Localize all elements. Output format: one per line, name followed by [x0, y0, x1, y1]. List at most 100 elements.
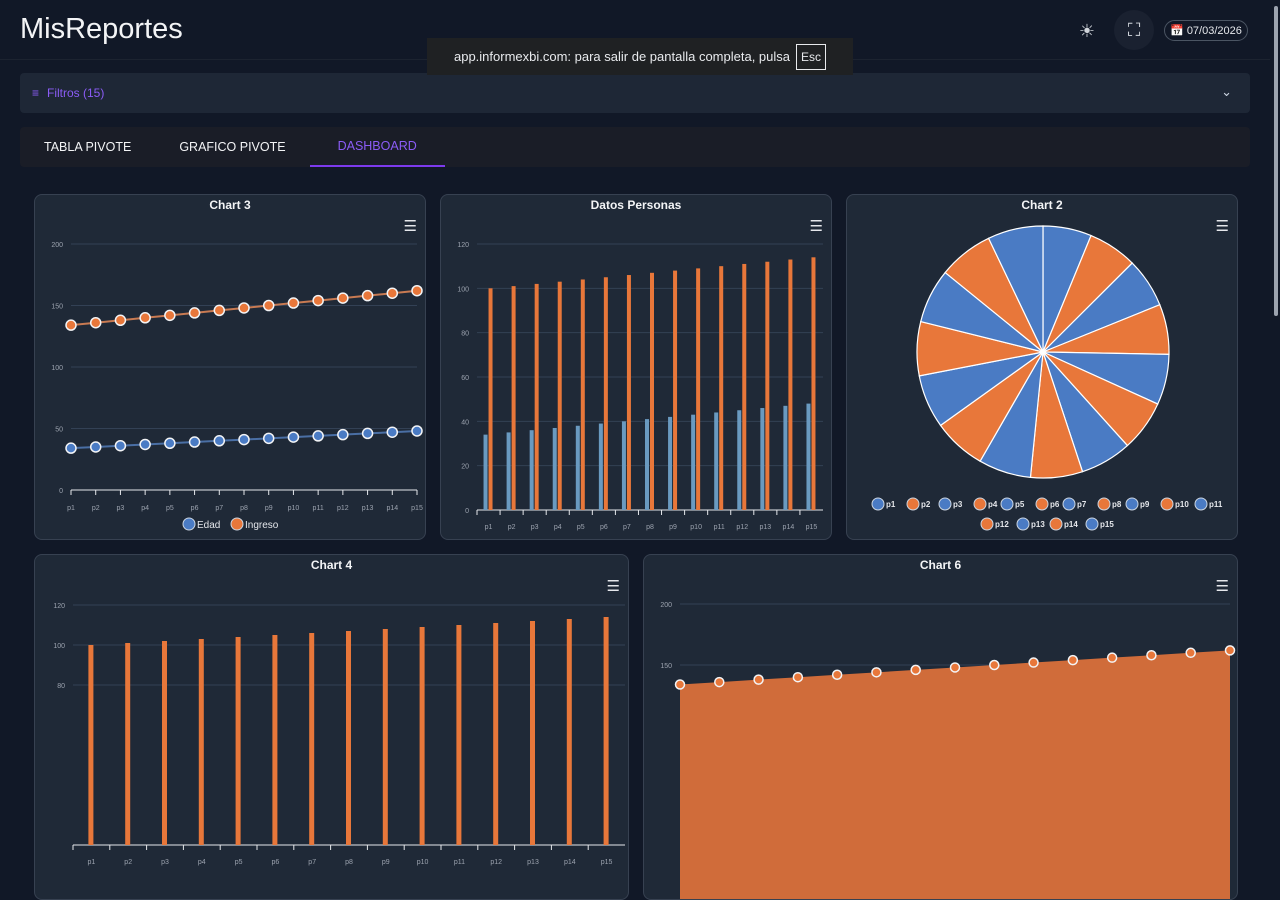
x-tick-label: p10	[417, 859, 429, 866]
x-tick-label: p8	[646, 524, 654, 531]
esc-key: Esc	[796, 43, 827, 70]
y-tick-label: 60	[461, 375, 469, 382]
legend-marker	[1049, 517, 1063, 531]
tab-tabla-pivote[interactable]: TABLA PIVOTE	[44, 140, 132, 154]
data-point	[65, 442, 77, 454]
x-tick-label: p13	[759, 524, 771, 531]
bar	[483, 434, 488, 510]
y-tick-label: 50	[55, 427, 63, 434]
x-tick-label: p12	[337, 505, 349, 512]
app-header: MisReportes ☀ ⛶ 📅 07/03/2026	[0, 0, 1270, 60]
x-tick-label: p14	[564, 859, 576, 866]
x-tick-label: p13	[527, 859, 539, 866]
tab-grafico-pivote[interactable]: GRAFICO PIVOTE	[179, 140, 286, 154]
data-point	[411, 425, 423, 437]
data-point	[262, 299, 275, 312]
legend-marker	[1062, 497, 1076, 511]
menu-icon[interactable]: ☰	[1215, 218, 1229, 235]
bar	[272, 635, 278, 845]
bar	[760, 408, 765, 510]
x-tick-label: p3	[531, 524, 539, 531]
menu-icon[interactable]: ☰	[606, 578, 620, 595]
y-tick-label: 0	[59, 488, 63, 495]
legend-label: Edad	[197, 520, 220, 531]
legend-label: p9	[1140, 500, 1150, 509]
data-point	[164, 437, 176, 450]
y-tick-label: 0	[465, 508, 469, 515]
chevron-down-icon[interactable]: ⌄	[1221, 84, 1232, 99]
data-point	[989, 659, 1000, 671]
y-tick-label: 80	[57, 683, 65, 690]
date-picker[interactable]: 📅 07/03/2026	[1164, 20, 1248, 41]
legend-label: p10	[1175, 500, 1189, 509]
x-tick-label: p4	[554, 524, 562, 531]
app-title: MisReportes	[20, 13, 183, 45]
bar	[529, 430, 534, 510]
bar	[645, 419, 649, 510]
bar	[719, 266, 724, 510]
chart-svg: 0 50 100 150 200 p1 p2 p3 p4 p5 p6 p7 p8 p9 p10 p11 p12 p…	[51, 242, 423, 531]
legend-marker	[973, 497, 987, 511]
x-tick-label: p2	[92, 505, 100, 512]
data-point	[1185, 647, 1196, 659]
legend-label: p12	[995, 520, 1009, 529]
x-tick-label: p12	[736, 524, 748, 531]
data-point	[871, 667, 882, 678]
data-point	[674, 679, 686, 690]
bar	[309, 633, 315, 845]
chart-svg: 150 200	[660, 602, 1236, 899]
x-tick-label: p11	[714, 524, 725, 531]
legend-marker	[980, 517, 994, 531]
bar	[691, 414, 696, 510]
y-tick-label: 100	[51, 365, 63, 372]
bar	[456, 625, 462, 845]
bar	[493, 623, 499, 845]
fullscreen-icon[interactable]: ⛶	[1114, 10, 1154, 50]
scrollbar-thumb[interactable]	[1274, 6, 1278, 316]
data-point	[312, 294, 324, 307]
legend-marker	[1194, 497, 1208, 511]
bar	[488, 288, 493, 510]
chart-title: Chart 2	[1021, 198, 1063, 212]
x-tick-label: p8	[240, 505, 248, 512]
data-point	[361, 427, 374, 440]
legend-label: p2	[921, 500, 931, 509]
legend-label: p15	[1100, 520, 1114, 529]
legend-marker	[1016, 517, 1030, 531]
filters-panel[interactable]: ≡ Filtros (15) ⌄	[20, 73, 1250, 113]
x-tick-label: p11	[313, 505, 324, 512]
sun-icon[interactable]: ☀	[1078, 20, 1096, 41]
y-tick-label: 120	[457, 242, 469, 249]
area-fill	[680, 650, 1230, 899]
data-point	[262, 432, 275, 445]
menu-icon[interactable]: ☰	[809, 218, 823, 235]
data-point	[1146, 649, 1157, 661]
menu-icon[interactable]: ☰	[1215, 578, 1229, 595]
bar	[650, 272, 654, 510]
bar	[603, 617, 609, 845]
legend-label: p5	[1015, 500, 1025, 509]
x-tick-label: p3	[161, 859, 169, 866]
data-point	[188, 436, 201, 448]
menu-icon[interactable]: ☰	[403, 218, 417, 235]
x-tick-label: p2	[508, 524, 516, 531]
filter-icon: ≡	[32, 86, 40, 100]
x-tick-label: p4	[198, 859, 206, 866]
data-point	[411, 284, 423, 297]
data-point	[139, 438, 151, 451]
y-tick-label: 100	[457, 286, 469, 293]
scrollbar[interactable]	[1272, 0, 1280, 720]
bar	[198, 639, 204, 845]
x-tick-label: p7	[623, 524, 631, 531]
x-tick-label: p7	[215, 505, 223, 512]
x-tick-label: p7	[308, 859, 316, 866]
data-point	[949, 662, 961, 673]
y-tick-label: 80	[461, 331, 469, 338]
y-tick-label: 40	[461, 419, 469, 426]
bar	[346, 631, 351, 845]
x-tick-label: p6	[191, 505, 199, 512]
data-point	[1028, 657, 1039, 668]
x-tick-label: p5	[235, 859, 243, 866]
data-point	[312, 430, 324, 442]
tab-dashboard[interactable]: DASHBOARD	[309, 127, 445, 167]
